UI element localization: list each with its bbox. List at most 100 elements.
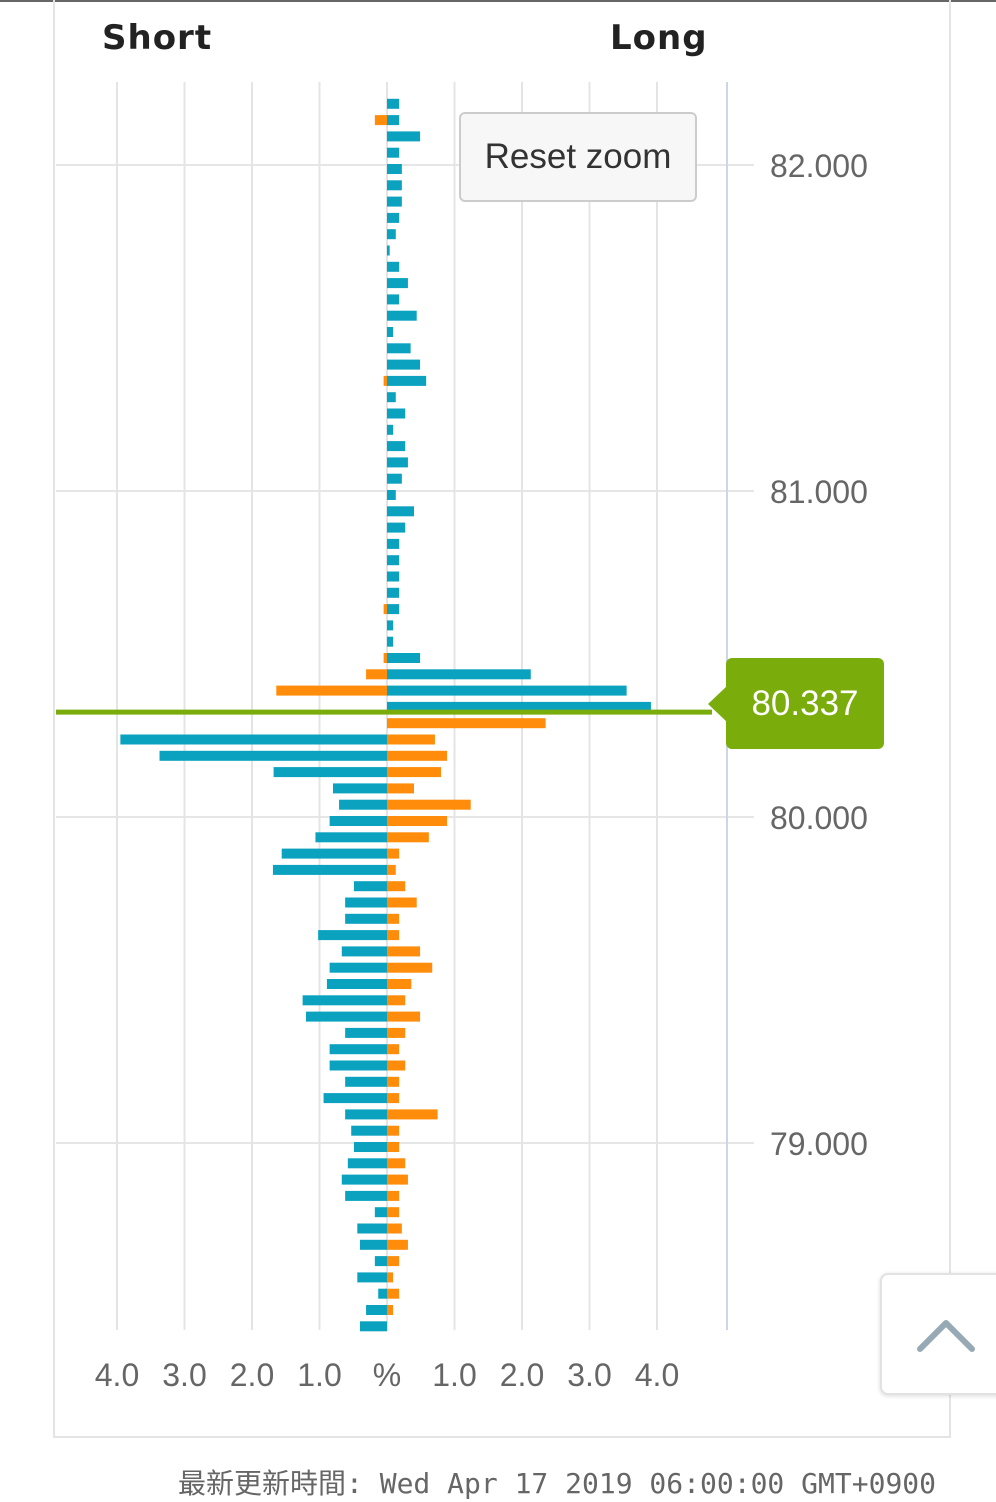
- long-bar: [387, 701, 651, 712]
- long-bar: [387, 571, 400, 582]
- long-bar: [387, 1305, 394, 1315]
- long-bar: [387, 1207, 400, 1218]
- long-bar: [387, 620, 394, 631]
- long-bar: [387, 1239, 408, 1250]
- short-bar: [345, 1190, 387, 1201]
- long-bar: [387, 734, 435, 745]
- x-tick-label: 2.0: [500, 1357, 544, 1393]
- top-border: [0, 0, 996, 2]
- long-bar: [387, 1027, 406, 1038]
- long-bar: [387, 636, 394, 647]
- long-bar: [387, 229, 396, 240]
- long-bar: [387, 212, 400, 223]
- y-tick-label: 81.000: [770, 474, 868, 510]
- long-bar: [387, 490, 396, 500]
- long-bar: [387, 392, 396, 403]
- chart-frame: [53, 0, 951, 1438]
- short-bar: [360, 1239, 387, 1250]
- short-bar: [345, 1076, 387, 1087]
- long-bar: [387, 131, 421, 142]
- long-bar: [387, 196, 402, 207]
- long-bar: [387, 799, 471, 810]
- short-bar: [276, 685, 387, 696]
- short-bar: [306, 1011, 387, 1022]
- long-bar: [387, 278, 408, 289]
- short-bar: [345, 1027, 387, 1038]
- long-bar: [387, 816, 448, 826]
- short-bar: [329, 962, 387, 973]
- long-bar: [387, 995, 406, 1006]
- last-updated-text: 最新更新時間: Wed Apr 17 2019 06:00:00 GMT+090…: [178, 1467, 937, 1500]
- reset-zoom-button[interactable]: Reset zoom: [459, 112, 697, 202]
- short-bar: [383, 604, 387, 615]
- long-bar: [387, 1288, 400, 1299]
- x-tick-label: 1.0: [432, 1357, 476, 1393]
- long-bar: [387, 375, 427, 386]
- long-bar: [387, 930, 400, 941]
- long-bar: [387, 962, 433, 973]
- long-bar: [387, 718, 546, 729]
- chevron-up-icon: [917, 1320, 975, 1352]
- short-bar: [374, 1207, 387, 1218]
- short-bar: [374, 1256, 387, 1267]
- x-tick-label: 4.0: [635, 1357, 679, 1393]
- short-bar: [273, 767, 387, 778]
- short-bar: [333, 783, 387, 794]
- long-bar: [387, 881, 406, 892]
- long-bar: [387, 848, 400, 859]
- long-bar: [387, 98, 400, 109]
- long-bar: [387, 653, 421, 663]
- short-bar: [329, 1060, 387, 1071]
- short-bar: [281, 848, 387, 859]
- long-bar: [387, 669, 531, 680]
- long-bar: [387, 424, 394, 435]
- long-bar: [387, 1223, 402, 1234]
- long-bar: [387, 897, 417, 908]
- x-tick-label: 2.0: [230, 1357, 274, 1393]
- long-bar: [387, 408, 406, 419]
- long-bar: [387, 115, 400, 126]
- x-tick-label: 3.0: [567, 1357, 611, 1393]
- long-bar: [387, 294, 400, 305]
- long-bar: [387, 538, 400, 549]
- long-bar: [387, 979, 412, 989]
- short-bar: [383, 375, 387, 386]
- short-bar: [347, 1158, 387, 1169]
- long-bar: [387, 555, 400, 566]
- short-bar: [383, 653, 387, 663]
- long-bar: [387, 767, 441, 778]
- long-bar: [387, 1125, 400, 1136]
- long-bar: [387, 343, 411, 354]
- short-bar: [323, 1093, 387, 1104]
- long-bar: [387, 1174, 408, 1185]
- short-bar: [345, 913, 387, 924]
- long-bar: [387, 783, 414, 794]
- long-bar: [387, 1190, 400, 1201]
- long-bar: [387, 604, 400, 615]
- short-bar: [345, 897, 387, 908]
- y-tick-label: 79.000: [770, 1126, 868, 1162]
- short-bar: [326, 979, 387, 989]
- long-bar: [387, 522, 406, 533]
- x-tick-label: 3.0: [162, 1357, 206, 1393]
- long-bar: [387, 587, 400, 598]
- short-bar: [378, 1288, 387, 1299]
- short-bar: [341, 946, 387, 957]
- long-bar: [387, 441, 406, 452]
- short-bar: [353, 881, 387, 892]
- x-tick-label: 4.0: [95, 1357, 139, 1393]
- short-bar: [315, 832, 387, 843]
- long-bar: [387, 1272, 394, 1283]
- long-bar: [387, 946, 421, 957]
- short-bar: [302, 995, 387, 1006]
- scroll-top-button[interactable]: [880, 1273, 996, 1395]
- short-bar: [366, 1305, 387, 1315]
- long-bar: [387, 685, 627, 696]
- short-bar: [329, 1044, 387, 1055]
- long-bar: [387, 750, 448, 761]
- long-bar: [387, 506, 414, 517]
- short-bar: [345, 1109, 387, 1120]
- long-header: Long: [610, 18, 708, 58]
- long-bar: [387, 261, 400, 272]
